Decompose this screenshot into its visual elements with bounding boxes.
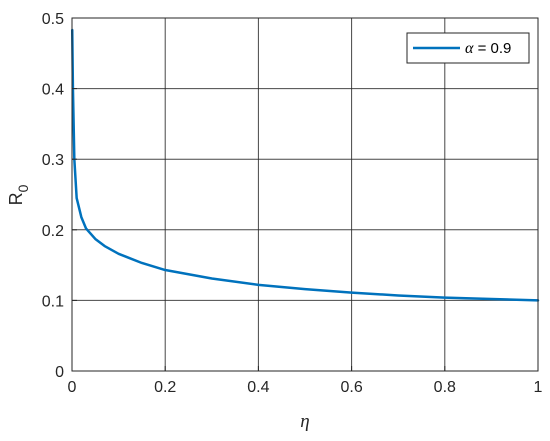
legend-alpha-symbol: α xyxy=(465,40,474,57)
y-tick-label: 0.4 xyxy=(42,82,64,99)
y-tick-label: 0.1 xyxy=(42,293,64,310)
y-tick-label: 0.3 xyxy=(42,152,64,169)
x-tick-label: 0.6 xyxy=(340,379,362,396)
tick-labels: 0 0.2 0.4 0.6 0.8 1 0 0.1 0.2 0.3 0.4 0.5 xyxy=(42,11,543,396)
y-tick-label: 0.2 xyxy=(42,223,64,240)
legend-entry: α = 0.9 xyxy=(465,40,511,57)
y-tick-label: 0.5 xyxy=(42,11,64,28)
tick-layer xyxy=(71,17,539,372)
plot-background xyxy=(72,18,538,371)
legend: α = 0.9 xyxy=(406,32,530,64)
series-layer xyxy=(70,28,540,302)
series-line xyxy=(70,28,540,302)
x-axis-label: η xyxy=(300,411,309,432)
y-axis-label-main: R xyxy=(6,192,26,205)
y-axis-label: R0 xyxy=(6,184,31,205)
y-axis-label-subscript: 0 xyxy=(15,184,31,192)
x-tick-label: 1 xyxy=(534,379,543,396)
plot-frame xyxy=(71,17,539,372)
y-tick-label: 0 xyxy=(55,364,64,381)
legend-value: = 0.9 xyxy=(473,40,511,57)
x-tick-label: 0.4 xyxy=(247,379,269,396)
x-tick-label: 0 xyxy=(68,379,77,396)
x-tick-label: 0.8 xyxy=(434,379,456,396)
svg-text:R0: R0 xyxy=(6,184,31,205)
x-tick-label: 0.2 xyxy=(154,379,176,396)
